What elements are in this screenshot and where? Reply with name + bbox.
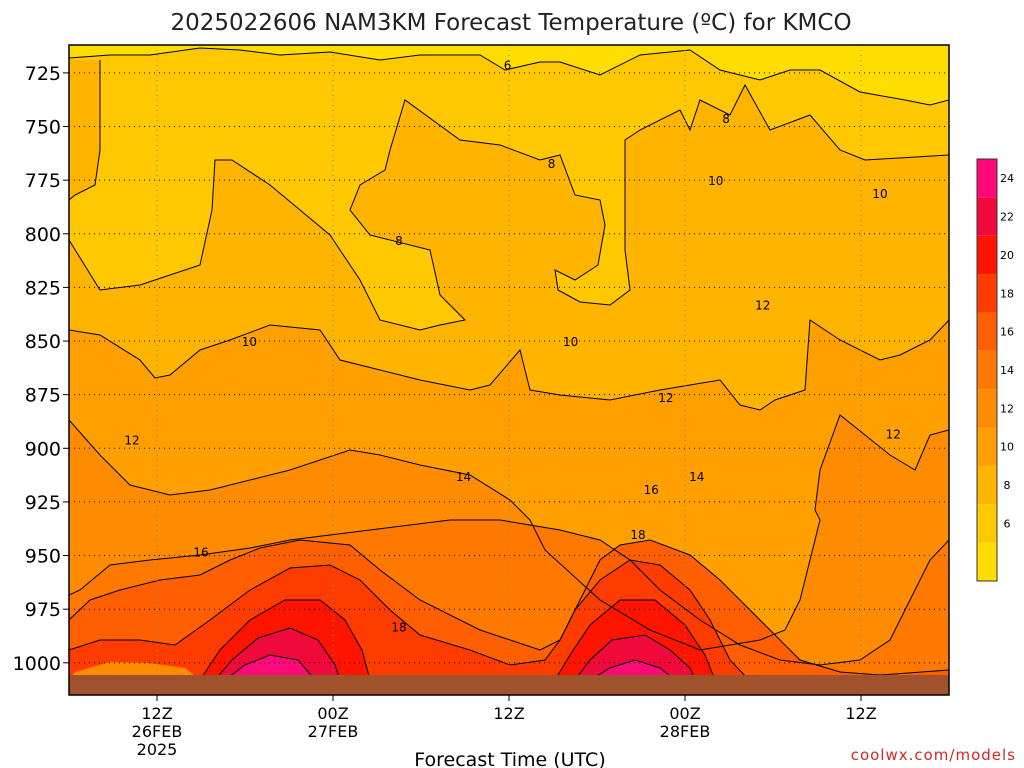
contour-label: 10 [872, 187, 887, 201]
contour-labels: 6 8 8 8 10 10 10 10 12 12 12 12 14 14 16 16 18 18 [124, 58, 900, 634]
contour-label: 8 [395, 234, 403, 248]
chart-title: 2025022606 NAM3KM Forecast Temperature (… [170, 10, 851, 36]
contour-lines [69, 47, 949, 681]
x-tick-label: 12Z [141, 704, 172, 723]
band-level-12 [69, 415, 949, 665]
y-tick-label: 975 [25, 599, 61, 621]
y-axis: 725 750 775 800 825 850 875 900 925 950 975 1000 [13, 63, 69, 675]
contour-label: 10 [563, 335, 578, 349]
colorbar-swatch [977, 159, 997, 198]
y-tick-label: 750 [25, 117, 61, 139]
y-tick-label: 775 [25, 170, 61, 192]
contour-line-8a [69, 83, 949, 331]
colorbar-swatch [977, 197, 997, 236]
contour-label: 10 [708, 174, 723, 188]
contour-label: 14 [456, 470, 471, 484]
band-level-8b [69, 85, 949, 410]
contour-label: 16 [644, 483, 659, 497]
y-tick-label: 800 [25, 224, 61, 246]
colorbar-label: 18 [1000, 287, 1014, 300]
contour-label: 10 [242, 335, 257, 349]
contour-line-20 [199, 599, 716, 681]
y-tick-label: 825 [25, 277, 61, 299]
colorbar-label: 10 [1000, 441, 1014, 454]
y-tick-label: 725 [25, 63, 61, 85]
contour-label: 6 [504, 58, 512, 72]
colorbar-swatch [977, 427, 997, 466]
contour-line-10 [69, 319, 949, 411]
x-tick-label: 00Z [669, 704, 700, 723]
contour-label: 16 [193, 545, 208, 559]
colorbar-swatch [977, 465, 997, 505]
y-tick-label: 950 [25, 546, 61, 568]
contour-line-16 [69, 539, 949, 676]
contour-label: 18 [391, 620, 406, 634]
colorbar-label: 16 [1000, 326, 1014, 339]
contour-label: 12 [124, 434, 139, 448]
contour-label: 8 [548, 157, 556, 171]
contour-label: 8 [722, 112, 730, 126]
colorbar-swatch [977, 274, 997, 313]
contour-label: 12 [755, 299, 770, 313]
colorbar-swatch [977, 235, 997, 275]
y-tick-label: 1000 [13, 653, 61, 675]
y-tick-label: 850 [25, 331, 61, 353]
colorbar-label: 22 [1000, 211, 1014, 224]
colorbar-label: 12 [1000, 402, 1014, 415]
ground-surface [69, 675, 949, 695]
x-axis-label: Forecast Time (UTC) [414, 749, 605, 768]
contour-label: 14 [689, 470, 704, 484]
contour-line-8b [69, 60, 101, 201]
y-tick-label: 875 [25, 385, 61, 407]
colorbar-swatch [977, 350, 997, 390]
band-level-6 [69, 45, 949, 105]
colorbar-swatch [977, 389, 997, 428]
grid-lines [69, 45, 949, 695]
colorbar-swatch [977, 504, 997, 543]
band-level-22 [215, 628, 695, 680]
contour-label: 12 [658, 391, 673, 405]
credit-text: coolwx.com/models [851, 746, 1016, 764]
contour-line-18 [69, 559, 750, 681]
x-tick-label: 28FEB [660, 722, 711, 741]
x-tick-label: 2025 [137, 740, 178, 759]
y-tick-label: 900 [25, 438, 61, 460]
contour-label: 12 [886, 427, 901, 441]
colorbar-swatch [977, 312, 997, 351]
y-tick-label: 925 [25, 492, 61, 514]
contour-line-12 [69, 414, 949, 651]
contour-line-22 [214, 627, 696, 681]
colorbar-label: 24 [1000, 172, 1014, 185]
x-tick-label: 12Z [845, 704, 876, 723]
x-tick-label: 00Z [317, 704, 348, 723]
colorbar-swatch [977, 542, 997, 581]
contour-line-14 [69, 519, 949, 666]
colorbar: 6 8 10 12 14 16 18 20 22 24 [976, 158, 1014, 582]
x-tick-label: 26FEB [132, 722, 183, 741]
x-tick-label: 27FEB [308, 722, 359, 741]
colorbar-label: 8 [1004, 479, 1011, 492]
contour-line-24 [224, 654, 676, 681]
contour-label: 18 [630, 528, 645, 542]
colorbar-label: 20 [1000, 249, 1014, 262]
contour-line-6 [69, 47, 949, 106]
x-tick-label: 12Z [493, 704, 524, 723]
colorbar-label: 6 [1004, 517, 1011, 530]
colorbar-frame [976, 158, 998, 582]
plot-area: 6 8 8 8 10 10 10 10 12 12 12 12 14 14 16 16 18 18 [69, 45, 949, 695]
colorbar-label: 14 [1000, 364, 1014, 377]
band-level-8 [69, 60, 100, 200]
